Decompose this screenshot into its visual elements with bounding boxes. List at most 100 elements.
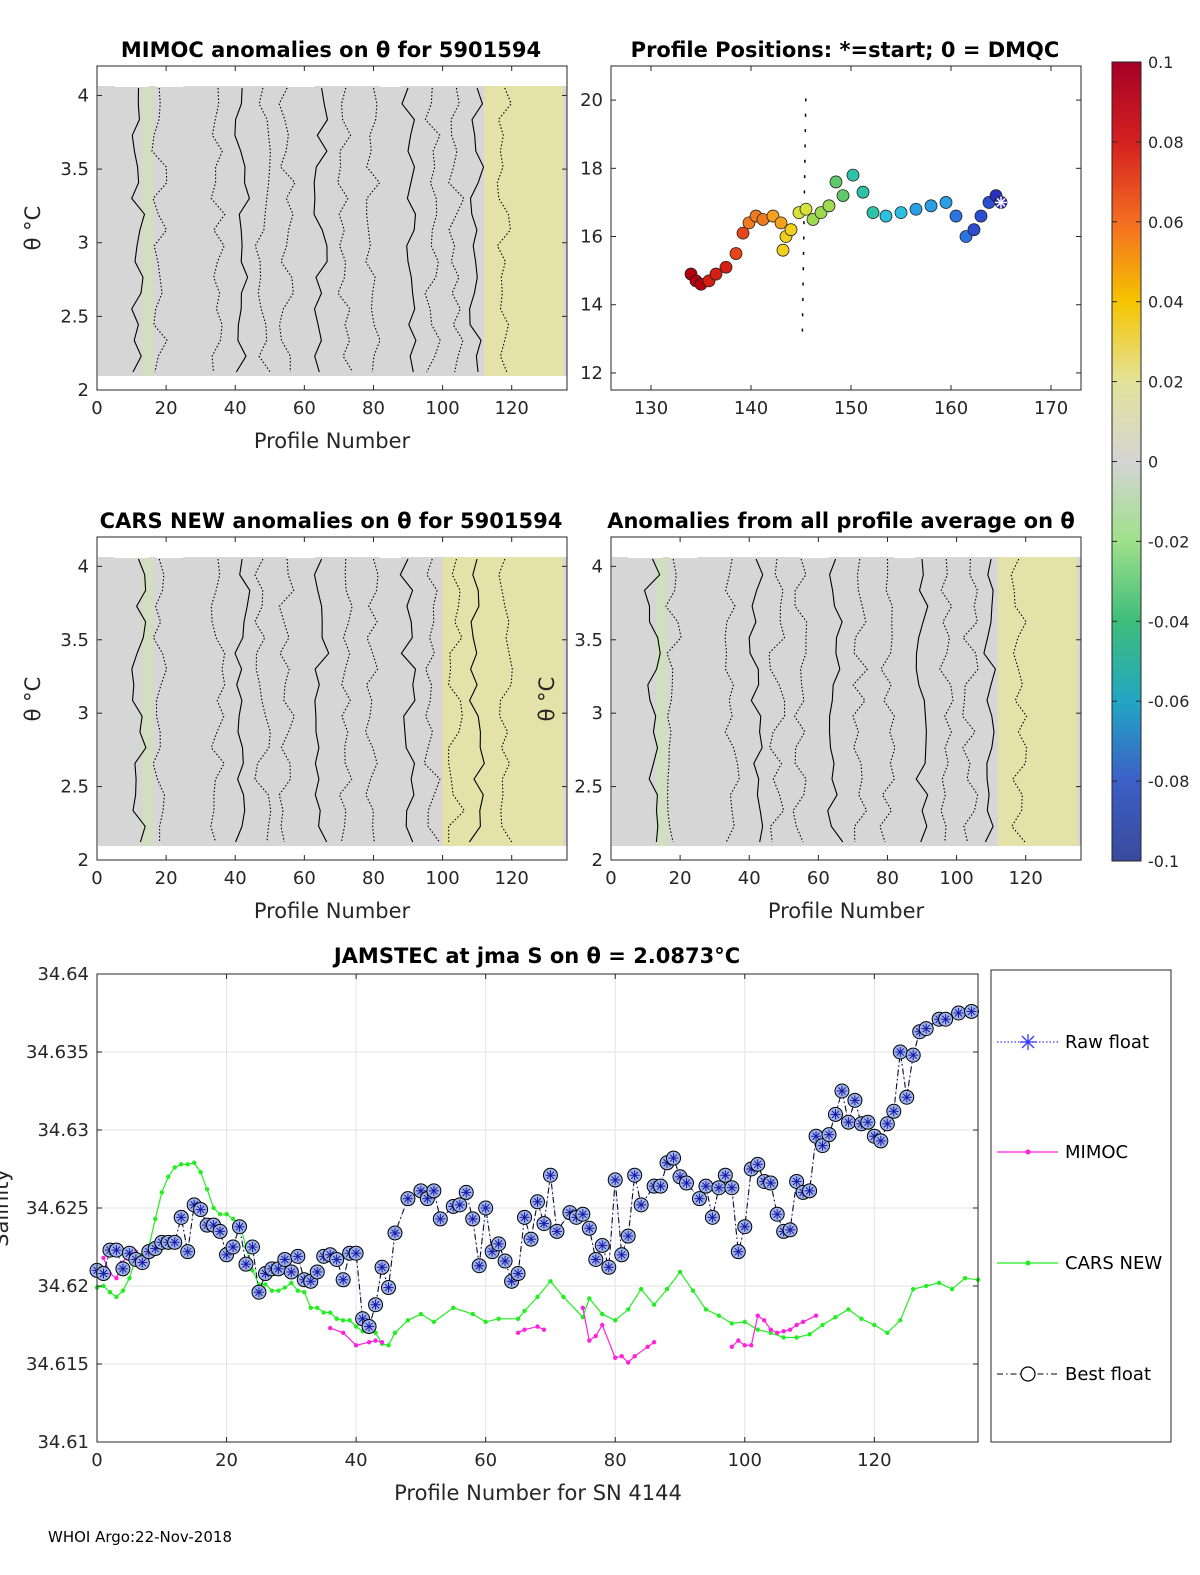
float-point [167, 1234, 183, 1250]
float-point [789, 1173, 805, 1189]
anomaly-contour [496, 87, 512, 373]
float-point [432, 1211, 448, 1227]
raw-float-point [176, 1212, 187, 1223]
profile-position [784, 223, 798, 237]
anomaly-contour [234, 558, 251, 843]
positions-plot [684, 98, 1008, 332]
raw-float-point [733, 1246, 744, 1257]
colorbar-tick-label: 0.02 [1148, 373, 1184, 392]
float-point [594, 1237, 610, 1253]
float-point [620, 1228, 636, 1244]
y-tick-label: 14 [580, 295, 603, 316]
mimoc-point [340, 1330, 346, 1336]
anomaly-contour [210, 558, 226, 843]
float-point [549, 1223, 565, 1239]
x-tick-label: 120 [495, 398, 529, 419]
raw-float-point [351, 1248, 362, 1259]
reference-track-point [802, 282, 804, 286]
raw-float-point [538, 1218, 549, 1229]
cars-point [742, 1319, 747, 1325]
y-tick-label: 34.62 [37, 1276, 89, 1297]
cool-anomaly-strip [141, 86, 154, 376]
legend-box [990, 969, 1172, 1443]
mimoc-x-label: Profile Number [254, 429, 411, 453]
float-point [426, 1183, 442, 1199]
raw-float-point [383, 1282, 394, 1293]
raw-float-point [875, 1135, 886, 1146]
raw-float-point [830, 1109, 841, 1120]
colorbar-tick-label: -0.04 [1148, 612, 1189, 631]
anomaly-contour [962, 558, 979, 843]
anomaly-contour [448, 87, 465, 373]
raw-float-point [908, 1050, 919, 1061]
mimoc-point [353, 1343, 359, 1348]
float-point [873, 1133, 889, 1149]
float-point [860, 1114, 876, 1130]
cars-point [716, 1313, 722, 1318]
missing-data-gap [287, 67, 315, 87]
cars-point [269, 1288, 275, 1293]
cars-point [431, 1319, 437, 1325]
y-tick-label: 2 [78, 380, 89, 401]
raw-float-point [370, 1299, 381, 1310]
asterisk-marker-icon [1020, 1034, 1036, 1050]
anomaly-contour [469, 87, 485, 373]
cars-point [833, 1315, 838, 1320]
cars-point [263, 1282, 268, 1287]
raw-float-point [117, 1263, 128, 1274]
raw-float-point [577, 1209, 588, 1220]
x-tick-label: 20 [669, 868, 692, 889]
warm-anomaly-band [484, 86, 564, 376]
reference-track-point [803, 190, 806, 194]
y-tick-label: 4 [78, 85, 89, 106]
raw-float-point [195, 1204, 206, 1215]
cars-point [217, 1212, 223, 1217]
raw-float-point [817, 1140, 828, 1151]
allavg-anomaly-panel: Anomalies from all profile average on θ … [535, 509, 1082, 923]
cars-point [703, 1307, 709, 1312]
missing-data-gap [380, 67, 402, 87]
reference-track-point [802, 267, 805, 271]
x-tick-label: 120 [1009, 868, 1043, 889]
y-tick-label: 34.63 [37, 1120, 89, 1141]
cars-point [677, 1269, 683, 1275]
salinity-panel: JAMSTEC at jma S on θ = 2.0873°C 0 20 40 60… [0, 944, 981, 1505]
colorbar-tick-label: 0.06 [1148, 213, 1184, 232]
x-tick-label: 40 [224, 398, 247, 419]
allavg-x-label: Profile Number [768, 899, 925, 923]
float-point [309, 1264, 325, 1280]
cars-point [768, 1330, 773, 1336]
float-point [108, 1242, 124, 1258]
cars-point [794, 1335, 799, 1340]
y-tick-label: 2.5 [60, 306, 89, 327]
mimoc-point [379, 1339, 385, 1345]
salinity-x-label: Profile Number for SN 4144 [394, 1481, 682, 1505]
anomaly-contour [792, 558, 808, 843]
raw-float-point [454, 1199, 465, 1210]
cars-point [179, 1162, 184, 1167]
cool-anomaly-strip [141, 557, 154, 846]
missing-data-gap [114, 67, 149, 87]
mimoc-point [651, 1339, 657, 1345]
float-point [575, 1206, 591, 1222]
cars-point [127, 1276, 132, 1281]
raw-float-point [247, 1242, 258, 1252]
cars-point [230, 1216, 236, 1222]
mimoc-series-line [517, 1325, 545, 1334]
cars-point [872, 1322, 877, 1328]
mimoc-point [729, 1344, 735, 1350]
cars-anomaly-panel: CARS NEW anomalies on θ for 5901594 0 20 4… [21, 509, 568, 923]
mimoc-point [736, 1338, 741, 1343]
raw-float-point [513, 1268, 524, 1279]
float-point [517, 1209, 533, 1225]
y-tick-label: 3.5 [574, 630, 603, 651]
mimoc-point [101, 1255, 106, 1261]
float-point [666, 1150, 682, 1166]
x-tick-label: 100 [939, 868, 973, 889]
legend-best-label: Best float [1065, 1364, 1151, 1385]
cars-point [859, 1316, 864, 1321]
mimoc-point [619, 1354, 624, 1359]
float-point [400, 1191, 416, 1207]
cars-point [949, 1286, 955, 1292]
x-tick-label: 0 [91, 398, 102, 419]
